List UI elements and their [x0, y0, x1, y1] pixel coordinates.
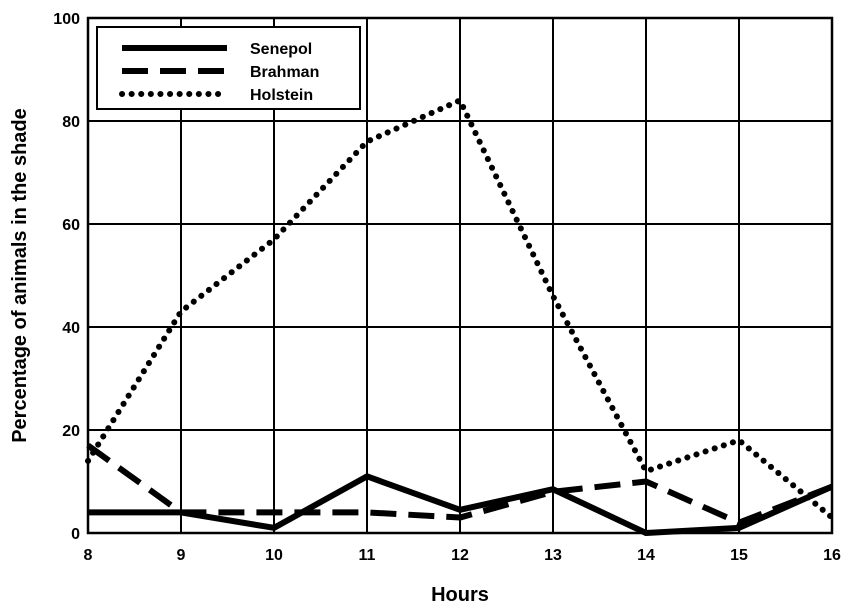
x-tick-label: 13 [544, 547, 562, 564]
y-tick-label: 0 [71, 526, 80, 543]
series-line-holstein [85, 97, 835, 521]
x-tick-label: 15 [730, 547, 748, 564]
x-tick-label: 8 [84, 547, 93, 564]
tick-labels: 8 9 10 11 12 13 14 15 16 0 20 40 60 80 100 [53, 11, 841, 564]
series-line-brahman [86, 443, 834, 526]
y-tick-label: 20 [62, 423, 80, 440]
x-tick-label: 10 [265, 547, 283, 564]
y-tick-label: 100 [53, 11, 80, 28]
y-tick-label: 60 [62, 217, 80, 234]
legend-entry-brahman: Brahman [122, 64, 319, 81]
x-axis-title: Hours [431, 584, 489, 606]
series-line-senepol [88, 473, 834, 536]
plot-frame [86, 16, 834, 535]
x-tick-label: 16 [823, 547, 841, 564]
legend: Senepol Brahman Holstein [96, 26, 361, 110]
series-group [85, 97, 835, 536]
x-tick-label: 9 [177, 547, 186, 564]
legend-label-holstein: Holstein [250, 87, 313, 104]
x-tick-label: 11 [359, 547, 376, 564]
legend-entry-holstein: Holstein [119, 87, 313, 104]
x-tick-label: 14 [637, 547, 655, 564]
x-tick-label: 12 [451, 547, 469, 564]
legend-entry-senepol: Senepol [122, 41, 312, 58]
legend-label-senepol: Senepol [250, 41, 312, 58]
y-axis-title: Percentage of animals in the shade [9, 108, 31, 443]
y-tick-label: 80 [62, 114, 80, 131]
grid [87, 17, 833, 534]
legend-label-brahman: Brahman [250, 64, 319, 81]
y-tick-label: 40 [62, 320, 80, 337]
